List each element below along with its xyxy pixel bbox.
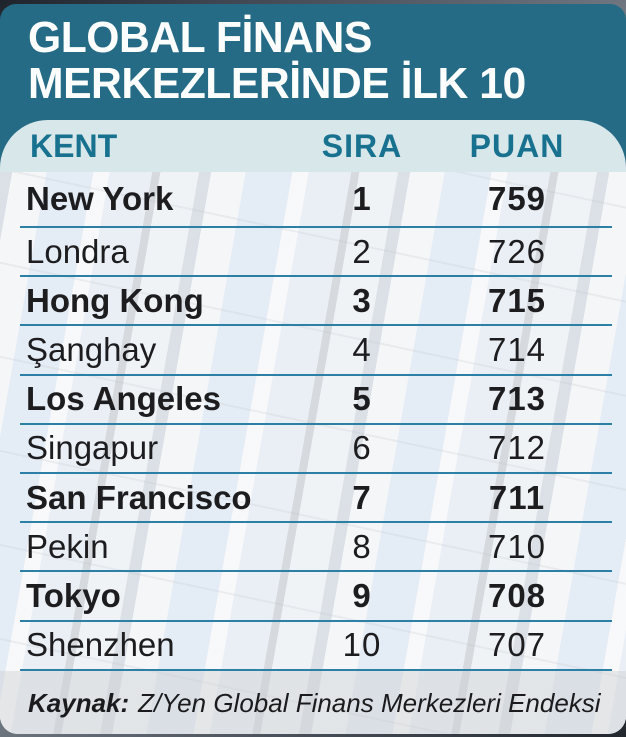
rank-cell: 9 [352, 576, 372, 614]
rank-cell: 2 [352, 232, 372, 270]
rank-cell: 8 [352, 527, 372, 565]
table-row: Londra 2 726 [20, 228, 612, 278]
rank-cell: 4 [352, 330, 372, 368]
source-label: Kaynak: [28, 687, 130, 718]
rank-cell: 6 [352, 429, 372, 467]
source-text: Z/Yen Global Finans Merkezleri Endeksi [138, 687, 601, 718]
city-cell: New York [26, 180, 174, 217]
score-cell: 713 [487, 380, 547, 418]
rank-cell: 1 [352, 180, 372, 217]
rank-cell: 5 [352, 380, 372, 418]
table-row: San Francisco 7 711 [20, 474, 612, 524]
table-row: New York 1 759 [20, 172, 612, 228]
table-row: Pekin 8 710 [20, 523, 612, 573]
rank-cell: 10 [342, 626, 382, 664]
score-cell: 715 [487, 281, 547, 319]
rank-cell: 7 [352, 478, 372, 516]
table-header-row: KENT SIRA PUAN [20, 120, 612, 172]
score-cell: 707 [487, 626, 547, 664]
city-cell: San Francisco [26, 478, 252, 516]
source-line: Kaynak: Z/Yen Global Finans Merkezleri E… [0, 670, 626, 734]
city-cell: Los Angeles [26, 380, 221, 418]
ranking-table: KENT SIRA PUAN New York 1 759 Londra 2 726 Hon… [0, 120, 626, 734]
table-row: Şanghay 4 714 [20, 326, 612, 376]
city-cell: Tokyo [26, 576, 121, 614]
table-row: Singapur 6 712 [20, 425, 612, 474]
score-cell: 759 [487, 180, 547, 217]
table-row: Los Angeles 5 713 [20, 376, 612, 425]
score-cell: 708 [487, 576, 547, 614]
column-header-puan: PUAN [469, 127, 565, 164]
rank-cell: 3 [352, 281, 372, 319]
column-header-kent: KENT [30, 127, 118, 164]
city-cell: Pekin [26, 527, 109, 565]
table-body: New York 1 759 Londra 2 726 Hong Kong 3 715 Şangh… [0, 172, 626, 734]
page-title: GLOBAL FİNANS MERKEZLERİNDE İLK 10 [0, 4, 626, 107]
score-cell: 712 [487, 429, 547, 467]
table-row: Tokyo 9 708 [20, 572, 612, 622]
score-cell: 710 [487, 527, 547, 565]
score-cell: 714 [487, 330, 547, 368]
table-row: Hong Kong 3 715 [20, 277, 612, 327]
title-line-1: GLOBAL FİNANS [28, 13, 372, 62]
column-header-sira: SIRA [321, 127, 403, 164]
city-cell: Singapur [26, 429, 159, 467]
title-line-2: MERKEZLERİNDE İLK 10 [28, 59, 526, 108]
city-cell: Shenzhen [26, 626, 175, 664]
score-cell: 711 [488, 478, 546, 516]
city-cell: Şanghay [26, 330, 157, 368]
city-cell: Londra [26, 232, 129, 270]
city-cell: Hong Kong [26, 281, 204, 319]
table-row: Shenzhen 10 707 [20, 622, 612, 671]
score-cell: 726 [487, 232, 547, 270]
